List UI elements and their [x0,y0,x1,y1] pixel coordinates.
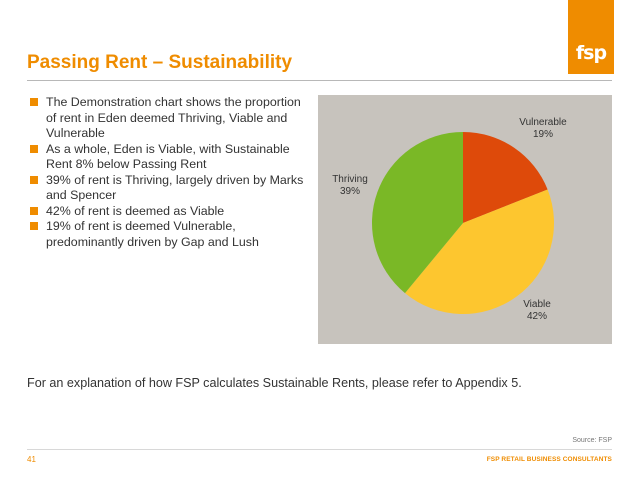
title-divider [27,80,612,81]
slice-value-viable: 42% [527,311,547,322]
slice-label-thriving: Thriving [332,174,368,185]
bullet-text: 39% of rent is Thriving, largely driven … [46,172,304,203]
slice-value-vulnerable: 19% [533,129,553,140]
company-name: FSP RETAIL BUSINESS CONSULTANTS [486,456,612,463]
page-number: 41 [27,455,36,464]
bullet-item: As a whole, Eden is Viable, with Sustain… [30,142,310,173]
bullet-text: The Demonstration chart shows the propor… [46,95,301,140]
fsp-logo: fsp [568,0,614,74]
bullet-square-icon [30,144,38,153]
slice-label-vulnerable: Vulnerable [519,117,567,128]
bullet-item: The Demonstration chart shows the propor… [30,95,310,142]
pie-slice-viable [404,189,555,315]
bullet-text: 19% of rent is deemed Vulnerable, predom… [46,219,259,249]
bullet-square-icon [30,98,38,106]
bullet-text: 42% of rent is deemed as Viable [46,203,225,218]
slice-label-viable: Viable [523,299,551,310]
source-label: Source: FSP [572,437,612,444]
logo-text: fsp [575,42,607,64]
bullet-list: The Demonstration chart shows the propor… [30,95,310,250]
pie-chart: Vulnerable 19% Viable 42% Thriving 39% [318,95,612,344]
bullet-text: As a whole, Eden is Viable, with Sustain… [46,141,290,172]
slice-value-thriving: 39% [340,186,360,197]
bullet-square-icon [30,222,38,230]
footer-divider [27,449,612,450]
page-title: Passing Rent – Sustainability [27,52,293,73]
pie-slice-thriving [371,131,463,294]
pie-slice-vulnerable [463,132,548,223]
bullet-item: 42% of rent is deemed as Viable [30,204,310,220]
bullet-item: 39% of rent is Thriving, largely driven … [30,173,310,204]
appendix-note: For an explanation of how FSP calculates… [27,376,522,390]
bullet-item: 19% of rent is deemed Vulnerable, predom… [30,219,310,250]
bullet-square-icon [30,206,38,215]
bullet-square-icon [30,175,38,184]
